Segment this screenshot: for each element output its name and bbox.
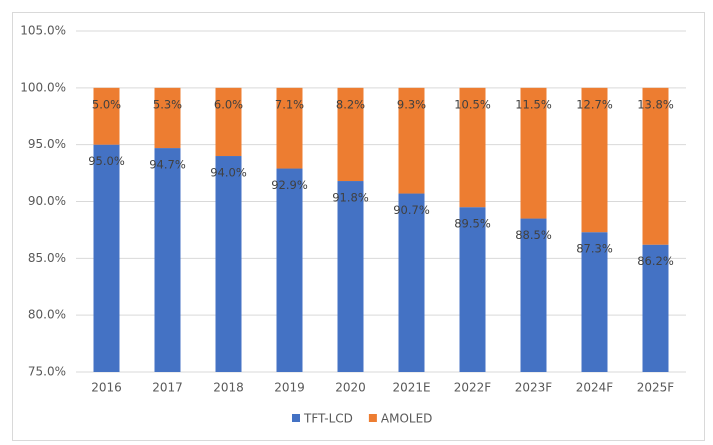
data-label: 9.3% [397, 97, 426, 111]
bar-segment [337, 181, 364, 372]
bar-segment [215, 156, 242, 372]
bar-segment [520, 87, 547, 219]
bar-segment [520, 218, 547, 372]
data-label: 5.3% [153, 97, 182, 111]
x-tick-label: 2021E [392, 381, 430, 395]
data-label: 86.2% [637, 254, 674, 268]
data-label: 5.0% [92, 97, 121, 111]
data-label: 11.5% [515, 97, 552, 111]
data-label: 94.0% [210, 166, 247, 180]
data-label: 92.9% [271, 178, 308, 192]
bar-segment [154, 148, 181, 372]
bar-segment [581, 87, 608, 233]
data-label: 89.5% [454, 217, 491, 231]
y-tick-label: 105.0% [20, 24, 66, 38]
data-label: 7.1% [275, 97, 304, 111]
data-label: 88.5% [515, 228, 552, 242]
bar-segment [93, 144, 120, 372]
x-tick-label: 2019 [274, 381, 305, 395]
x-tick-label: 2020 [335, 381, 366, 395]
x-tick-label: 2025F [637, 381, 675, 395]
data-label: 10.5% [454, 97, 491, 111]
x-tick-label: 2024F [576, 381, 614, 395]
bar-segment [276, 87, 303, 169]
bar-segment [398, 193, 425, 372]
bar-segment [642, 87, 669, 245]
bar-segment [581, 232, 608, 372]
bar-segment [459, 87, 486, 208]
legend-label: TFT-LCD [303, 412, 353, 426]
data-label: 90.7% [393, 203, 430, 217]
bar-segment [337, 87, 364, 182]
x-tick-label: 2018 [213, 381, 244, 395]
data-label: 87.3% [576, 242, 613, 256]
data-label: 94.7% [149, 158, 186, 172]
data-label: 8.2% [336, 97, 365, 111]
legend-label: AMOLED [381, 412, 433, 426]
bar-segment [93, 87, 120, 145]
y-tick-label: 90.0% [28, 194, 66, 208]
bar-segment [459, 207, 486, 372]
x-tick-label: 2016 [91, 381, 122, 395]
data-label: 95.0% [88, 154, 125, 168]
legend-swatch [292, 414, 300, 422]
y-tick-label: 95.0% [28, 137, 66, 151]
bar-segment [215, 87, 242, 157]
y-tick-label: 85.0% [28, 251, 66, 265]
data-label: 12.7% [576, 97, 613, 111]
y-tick-label: 80.0% [28, 308, 66, 322]
bar-segment [642, 244, 669, 372]
data-label: 13.8% [637, 97, 674, 111]
data-label: 6.0% [214, 97, 243, 111]
data-label: 91.8% [332, 191, 369, 205]
x-tick-label: 2023F [515, 381, 553, 395]
y-tick-label: 75.0% [28, 365, 66, 379]
legend-swatch [368, 414, 377, 422]
bar-segment [398, 87, 425, 194]
x-tick-label: 2022F [454, 381, 492, 395]
bar-segment [154, 87, 181, 149]
y-tick-label: 100.0% [20, 80, 66, 94]
x-tick-label: 2017 [152, 381, 183, 395]
bar-segment [276, 168, 303, 372]
